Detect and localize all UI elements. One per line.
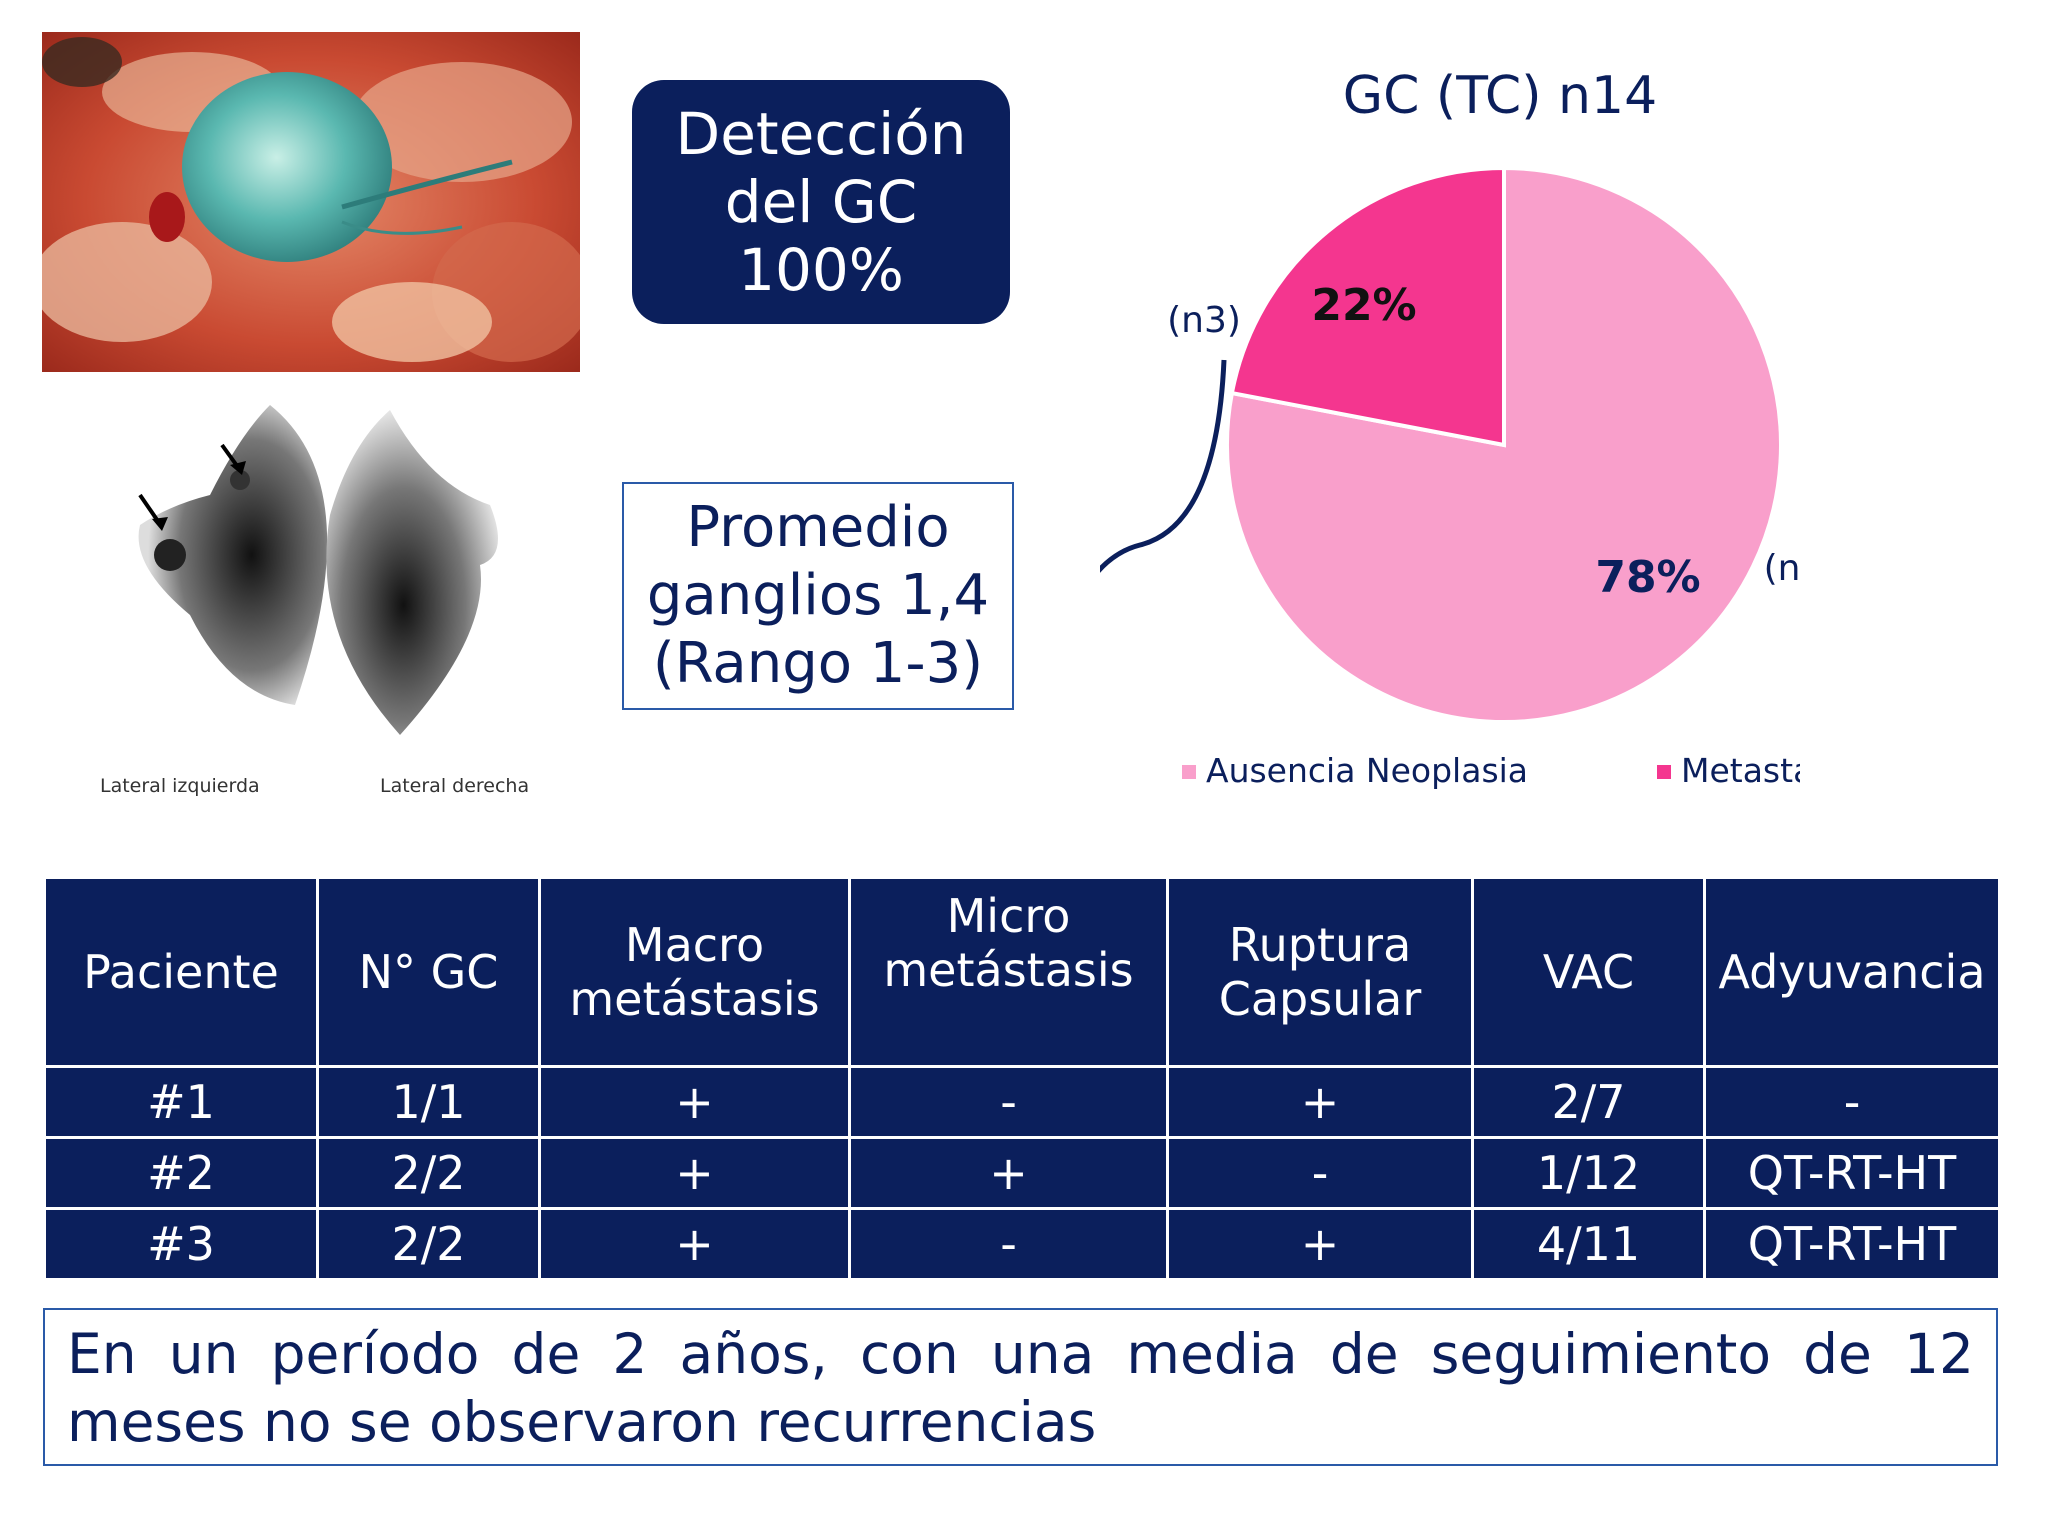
cell-paciente: #3 (43, 1207, 319, 1281)
surgical-sentinel-node-icon (42, 32, 580, 372)
cell-vac: 2/7 (1471, 1065, 1706, 1139)
detection-line-3: 100% (738, 236, 904, 304)
cell-macro: + (538, 1207, 851, 1281)
cell-paciente: #2 (43, 1136, 319, 1210)
scintigraphy-right-label: Lateral derecha (380, 775, 530, 797)
legend-label-ausencia-neoplasia: Ausencia Neoplasia (1206, 751, 1528, 790)
cell-vac: 1/12 (1471, 1136, 1706, 1210)
cell-micro: - (848, 1207, 1169, 1281)
pie-label-ausencia-neoplasia: 78% (1595, 552, 1700, 603)
patients-table: Paciente N° GC Macro metástasis Micro metá… (43, 876, 2001, 1281)
table-header-row: Paciente N° GC Macro metástasis Micro metá… (43, 876, 2001, 1068)
count-label-n3: (n3) (1167, 300, 1241, 341)
header-micro-metastasis: Micro metástasis (848, 876, 1169, 1068)
cell-adyuvancia: - (1703, 1065, 2001, 1139)
pie-slice-metastasis (1229, 165, 1506, 448)
pie-label-metastasis: 22% (1311, 280, 1416, 331)
cell-adyuvancia: QT-RT-HT (1703, 1136, 2001, 1210)
surgical-photo (42, 32, 580, 372)
cell-vac: 4/11 (1471, 1207, 1706, 1281)
cell-macro: + (538, 1136, 851, 1210)
scintigraphy-image: Lateral izquierda Lateral derecha (70, 395, 570, 805)
detection-line-2: del GC (724, 168, 918, 236)
header-vac: VAC (1471, 876, 1706, 1068)
cell-n-gc: 2/2 (316, 1207, 541, 1281)
average-line-2: ganglios 1,4 (646, 563, 990, 628)
legend-swatch-metastasis (1657, 765, 1671, 779)
conclusion-text: En un período de 2 años, con una media d… (67, 1322, 1974, 1454)
cell-adyuvancia: QT-RT-HT (1703, 1207, 2001, 1281)
header-ruptura-capsular: Ruptura Capsular (1166, 876, 1474, 1068)
pie-chart: 78% 22% (n11) (n3) Ausencia Neoplasia Me… (1100, 165, 1800, 790)
header-adyuvancia: Adyuvancia (1703, 876, 2001, 1068)
cell-ruptura: + (1166, 1207, 1474, 1281)
cell-ruptura: + (1166, 1065, 1474, 1139)
cell-macro: + (538, 1065, 851, 1139)
legend-label-metastasis: Metastásis (1681, 751, 1800, 790)
cell-n-gc: 1/1 (316, 1065, 541, 1139)
count-label-n11: (n11) (1764, 548, 1800, 589)
cell-micro: + (848, 1136, 1169, 1210)
lymphoscintigraphy-icon (138, 405, 498, 735)
pie-slice-ausencia-neoplasia (1225, 165, 1783, 724)
legend-swatch-ausencia-neoplasia (1182, 765, 1196, 779)
detection-line-1: Detección (675, 100, 967, 168)
header-n-gc: N° GC (316, 876, 541, 1068)
scintigraphy-left-label: Lateral izquierda (100, 775, 260, 797)
chart-title: GC (TC) n14 (1342, 66, 1658, 126)
table-row: #1 1/1 + - + 2/7 - (43, 1065, 2001, 1139)
header-paciente: Paciente (43, 876, 319, 1068)
average-line-3: (Rango 1-3) (652, 631, 984, 696)
table-row: #3 2/2 + - + 4/11 QT-RT-HT (43, 1207, 2001, 1281)
cell-ruptura: - (1166, 1136, 1474, 1210)
detection-rate-box: Detección del GC 100% (632, 80, 1010, 324)
header-macro-metastasis: Macro metástasis (538, 876, 851, 1068)
cell-micro: - (848, 1065, 1169, 1139)
cell-paciente: #1 (43, 1065, 319, 1139)
average-line-1: Promedio (686, 495, 950, 560)
connector-arrow (1100, 359, 1227, 574)
table-row: #2 2/2 + + - 1/12 QT-RT-HT (43, 1136, 2001, 1210)
conclusion-box: En un período de 2 años, con una media d… (43, 1308, 1998, 1466)
cell-n-gc: 2/2 (316, 1136, 541, 1210)
average-nodes-box: Promedio ganglios 1,4 (Rango 1-3) (622, 482, 1014, 710)
